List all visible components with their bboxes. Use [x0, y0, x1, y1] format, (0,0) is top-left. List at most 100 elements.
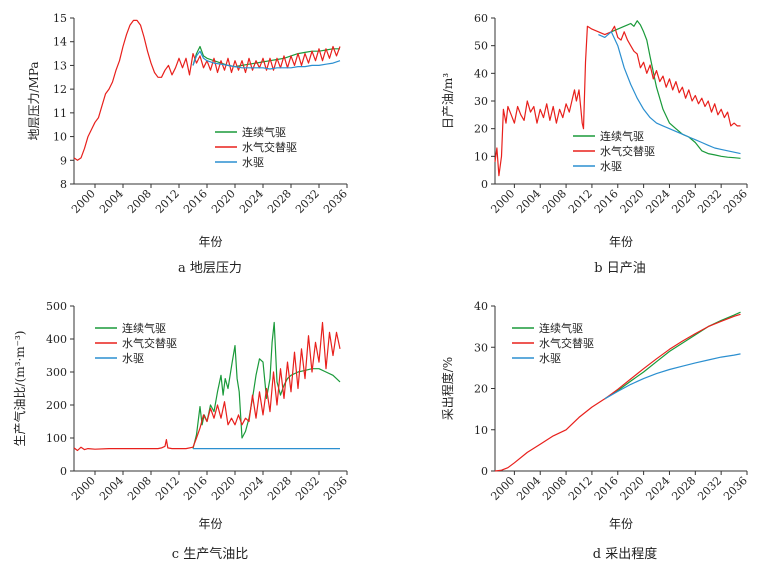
recovery-series-0-line	[604, 311, 741, 400]
pressure-y-tick-label: 8	[60, 178, 67, 191]
gor-x-tick-label: 2008	[125, 474, 154, 503]
oil-x-tick-label: 2008	[540, 187, 569, 216]
recovery-y-tick-label: 30	[474, 341, 488, 354]
oil-x-tick-label: 2012	[566, 187, 595, 216]
recovery-x-tick-label: 2036	[721, 474, 750, 503]
oil-legend-label-0: 连续气驱	[600, 129, 644, 143]
gor-x-axis-title: 年份	[198, 517, 222, 531]
pressure-x-tick-label: 2004	[97, 187, 126, 216]
pressure-y-tick-label: 13	[53, 59, 67, 72]
pressure-legend-label-0: 连续气驱	[242, 125, 286, 139]
recovery-y-tick-label: 0	[481, 465, 488, 478]
gor-x-tick-label: 2012	[153, 474, 182, 503]
oil-y-tick-label: 40	[474, 67, 488, 80]
gor-x-tick-label: 2020	[209, 474, 238, 503]
recovery-series-1-line	[494, 313, 741, 472]
oil-series-1-line	[494, 25, 741, 177]
gor-y-tick-label: 300	[46, 366, 67, 379]
pressure-x-tick-label: 2000	[69, 187, 98, 216]
gor-y-tick-label: 200	[46, 399, 67, 412]
oil-x-tick-label: 2028	[669, 187, 698, 216]
oil-x-tick-label: 2036	[721, 187, 750, 216]
pressure-y-tick-label: 14	[53, 36, 67, 49]
gor-x-tick-label: 2016	[181, 474, 210, 503]
recovery-legend-label-2: 水驱	[539, 352, 561, 365]
gor-x-tick-label: 2024	[237, 474, 266, 503]
recovery-x-axis-title: 年份	[609, 517, 633, 531]
recovery-x-tick-label: 2032	[695, 474, 724, 503]
recovery-caption: d 采出程度	[593, 546, 657, 562]
pressure-x-tick-label: 2020	[209, 187, 238, 216]
oil-legend-label-2: 水驱	[600, 160, 622, 173]
pressure-x-tick-label: 2008	[125, 187, 154, 216]
recovery-y-axis-title: 采出程度/%	[440, 357, 455, 420]
pressure-series-1-line	[73, 19, 341, 161]
pressure-y-tick-label: 15	[53, 12, 67, 25]
recovery-series-2-line	[604, 353, 741, 400]
pressure-series-2-line	[192, 50, 341, 70]
oil-legend-label-1: 水气交替驱	[600, 144, 655, 158]
oil-y-tick-label: 10	[474, 150, 488, 163]
gor-series-0-line	[192, 321, 341, 449]
panel-oil: 0102030405060200020042008201220162020202…	[441, 12, 750, 276]
pressure-x-tick-label: 2012	[153, 187, 182, 216]
recovery-y-tick-label: 10	[474, 424, 488, 437]
gor-y-tick-label: 0	[60, 465, 67, 478]
pressure-series-0-line	[192, 45, 340, 68]
oil-x-tick-label: 2004	[514, 187, 543, 216]
recovery-x-tick-label: 2016	[592, 474, 621, 503]
gor-legend-label-0: 连续气驱	[122, 321, 166, 335]
pressure-y-tick-label: 10	[53, 131, 67, 144]
oil-series-0-line	[611, 20, 741, 159]
oil-x-tick-label: 2032	[695, 187, 724, 216]
gor-y-tick-label: 100	[46, 432, 67, 445]
pressure-y-tick-label: 12	[53, 83, 67, 96]
recovery-x-tick-label: 2028	[669, 474, 698, 503]
gor-caption: c 生产气油比	[172, 546, 248, 562]
oil-y-tick-label: 30	[474, 95, 488, 108]
pressure-legend-label-2: 水驱	[242, 156, 264, 169]
recovery-x-tick-label: 2000	[488, 474, 517, 503]
oil-y-tick-label: 20	[474, 123, 488, 136]
recovery-legend-label-1: 水气交替驱	[539, 336, 594, 350]
pressure-x-tick-label: 2036	[321, 187, 350, 216]
pressure-x-tick-label: 2032	[293, 187, 322, 216]
oil-x-tick-label: 2000	[488, 187, 517, 216]
pressure-y-axis-title: 地层压力/MPa	[27, 61, 41, 140]
pressure-x-tick-label: 2024	[237, 187, 266, 216]
recovery-x-tick-label: 2024	[643, 474, 672, 503]
pressure-caption: a 地层压力	[178, 261, 242, 276]
pressure-legend-label-1: 水气交替驱	[242, 140, 297, 154]
gor-x-tick-label: 2032	[293, 474, 322, 503]
recovery-legend-label-0: 连续气驱	[539, 321, 583, 335]
pressure-x-tick-label: 2016	[181, 187, 210, 216]
gor-x-tick-label: 2000	[69, 474, 98, 503]
gor-series-1-line	[73, 321, 341, 452]
oil-y-tick-label: 0	[481, 178, 488, 191]
oil-x-tick-label: 2016	[592, 187, 621, 216]
gor-x-tick-label: 2036	[321, 474, 350, 503]
panel-recovery: 0 10 20 30 40 2000200420082012201620202024202…	[440, 300, 750, 562]
recovery-x-tick-label: 2004	[514, 474, 543, 503]
oil-y-tick-label: 50	[474, 40, 488, 53]
pressure-x-tick-label: 2028	[265, 187, 294, 216]
oil-y-tick-label: 60	[474, 12, 488, 25]
pressure-y-tick-label: 11	[53, 107, 67, 120]
pressure-x-axis-title: 年份	[198, 235, 222, 249]
panel-gor: 0 100 200 300 400 500 2000 2004 2008 2012 2016 2020…	[12, 300, 350, 562]
oil-caption: b 日产油	[594, 261, 645, 276]
recovery-y-tick-label: 40	[474, 300, 488, 313]
recovery-x-tick-label: 2008	[540, 474, 569, 503]
gor-legend-label-1: 水气交替驱	[122, 336, 177, 350]
oil-x-tick-label: 2020	[618, 187, 647, 216]
recovery-x-tick-label: 2020	[618, 474, 647, 503]
oil-x-tick-label: 2024	[643, 187, 672, 216]
oil-x-axis-title: 年份	[609, 235, 633, 249]
gor-x-tick-label: 2028	[265, 474, 294, 503]
gor-y-tick-label: 400	[46, 333, 67, 346]
oil-y-axis-title: 日产油/m³	[441, 73, 455, 129]
recovery-x-tick-label: 2012	[566, 474, 595, 503]
gor-x-tick-label: 2004	[97, 474, 126, 503]
